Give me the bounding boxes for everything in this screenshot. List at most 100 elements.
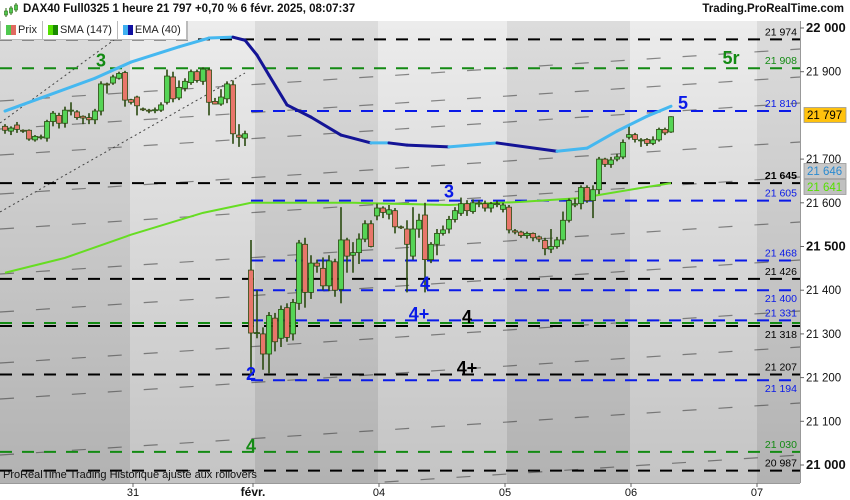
candle-body [320, 267, 326, 287]
channel-line [0, 310, 801, 364]
candle [14, 121, 20, 133]
y-tick-label: 21 200 [806, 373, 841, 385]
candle-body [44, 121, 50, 139]
candle [158, 102, 164, 112]
candle [266, 312, 272, 374]
candle-body [308, 262, 314, 293]
candle [422, 202, 428, 293]
candle [68, 102, 74, 116]
candle [98, 81, 104, 116]
candle [530, 232, 536, 242]
candle [164, 69, 170, 105]
candle-body [608, 159, 614, 165]
candle [506, 204, 512, 234]
day-band [130, 21, 255, 483]
wave-label: 3 [96, 50, 106, 70]
ema-segment [177, 36, 211, 49]
candle-body [536, 236, 542, 240]
candle [212, 97, 218, 105]
day-band [0, 21, 130, 483]
day-band [378, 21, 507, 483]
candle [608, 156, 614, 168]
candle [512, 229, 518, 235]
candle [602, 157, 608, 167]
channel-line [0, 76, 801, 130]
candle [632, 132, 638, 143]
candle [134, 95, 140, 116]
candle-body [554, 239, 560, 247]
y-tick-label: 21 500 [806, 239, 846, 254]
wave-label: 3 [444, 182, 454, 202]
candle [590, 185, 596, 219]
candle-body [128, 99, 134, 103]
candle-body [2, 125, 8, 131]
ema-segment [645, 104, 673, 118]
candle [476, 200, 482, 208]
ema-segment [615, 114, 649, 133]
channel-line [0, 346, 801, 400]
candle [494, 200, 500, 208]
candle-body [656, 128, 662, 141]
candle [230, 80, 236, 144]
channel-line [0, 141, 801, 195]
candle [638, 138, 644, 147]
ema-segment [585, 129, 619, 150]
candle-body [530, 232, 536, 239]
time-axis[interactable] [0, 483, 800, 500]
candle-body [140, 108, 146, 111]
candle-body [26, 129, 32, 140]
candle [248, 239, 254, 374]
candle [620, 139, 626, 160]
legend-ema[interactable]: EMA (40) [118, 21, 187, 39]
candle-body [662, 128, 668, 134]
candle-body [266, 315, 272, 355]
candle-body [164, 75, 170, 103]
ema-segment [495, 141, 559, 153]
candle [80, 115, 86, 125]
level-label: 21 400 [765, 293, 797, 305]
candle [524, 231, 530, 239]
wave-label: 4 [462, 307, 472, 327]
candle [308, 255, 314, 299]
candle-body [110, 76, 116, 84]
candle-body [50, 112, 56, 122]
candle-body [296, 242, 302, 304]
level-label: 21 331 [765, 307, 797, 319]
candle [116, 71, 122, 80]
candle-body [32, 135, 38, 141]
candle-body [668, 116, 674, 133]
price-up-swatch [6, 25, 11, 35]
price-badge-label: 21 646 [807, 166, 842, 178]
candle [560, 211, 566, 245]
candle-body [38, 136, 44, 139]
candle [104, 82, 110, 94]
candle [44, 119, 50, 142]
candle [440, 225, 446, 236]
candle-body [422, 214, 428, 261]
legend-sma[interactable]: SMA (147) [43, 21, 118, 39]
candle-body [116, 73, 122, 79]
candle [488, 201, 494, 213]
price-axis[interactable] [800, 21, 850, 500]
candle [38, 134, 44, 140]
candle [536, 235, 542, 243]
legend-price[interactable]: Prix [1, 21, 43, 39]
x-tick-label: 07 [751, 487, 763, 499]
site-label: Trading.ProRealTime.com [702, 3, 844, 15]
candle-body [638, 139, 644, 142]
candle-body [434, 232, 440, 245]
candle [566, 198, 572, 223]
candle-body [566, 200, 572, 221]
candle [434, 229, 440, 256]
level-label: 21 207 [765, 362, 797, 374]
candle-body [428, 243, 434, 261]
candle-body [590, 189, 596, 202]
ema-segment [339, 133, 373, 145]
candle [464, 200, 470, 216]
candle-body [284, 307, 290, 338]
wave-label: 4 [246, 436, 256, 456]
sma-swatch-light [47, 25, 53, 35]
candle [554, 236, 560, 249]
wave-label: 4+ [457, 358, 478, 378]
